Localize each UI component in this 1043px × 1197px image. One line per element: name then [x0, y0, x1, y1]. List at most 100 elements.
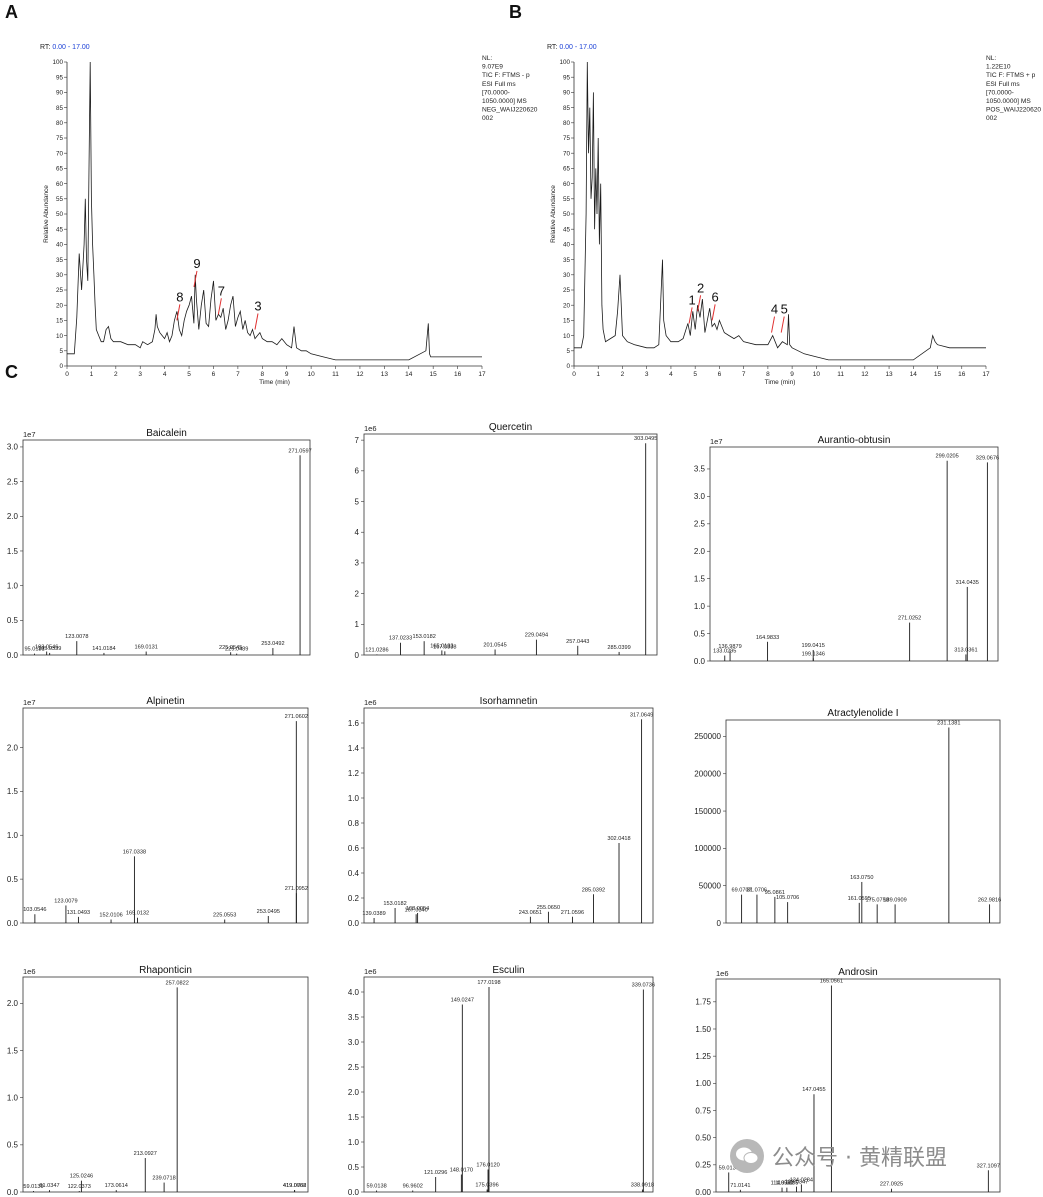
- y-tick-label: 1.6: [348, 719, 360, 728]
- info-line: POS_WAIJ220620: [986, 107, 1041, 114]
- peak-mz-label: 59.0139: [719, 1165, 739, 1171]
- peak-mz-label: 299.0205: [935, 454, 958, 460]
- peak-mz-label: 271.0597: [288, 448, 311, 454]
- spectrum-alpinetin: Alpinetin 1e7 0.0 0.5 1.0 1.5 2.0 103.0546 123.0…: [7, 696, 309, 928]
- peak-mz-label: 114.0560: [771, 1181, 794, 1187]
- info-line: [70.0000-: [482, 89, 510, 96]
- peak-mz-label: 243.0651: [519, 910, 542, 916]
- y-tick-label: 100000: [694, 844, 721, 853]
- peak-mz-label: 149.0247: [451, 998, 474, 1004]
- y-tick-label: 85: [56, 105, 64, 112]
- y-tick-label: 20: [56, 302, 64, 309]
- peak-mz-label: 231.1381: [937, 720, 960, 726]
- peak-mz-label: 103.0546: [23, 907, 46, 913]
- plot-frame: [22, 439, 311, 656]
- y-tick-label: 25: [56, 287, 64, 294]
- y-tick-label: 0.5: [7, 616, 19, 625]
- y-tick-label: 50: [563, 211, 571, 218]
- x-tick-label: 11: [332, 371, 339, 378]
- x-tick-label: 17: [982, 371, 990, 378]
- peak-mz-label: 271.0596: [561, 910, 584, 916]
- y-tick-label: 0.0: [348, 1188, 360, 1197]
- peak-mz-label: 125.0246: [70, 1174, 93, 1180]
- peak-mz-label: 257.0822: [165, 980, 188, 986]
- y-tick-label: 2.0: [694, 547, 706, 556]
- peak-marker: [193, 270, 198, 288]
- y-tick-label: 65: [56, 166, 64, 173]
- spectrum-title: Esculin: [492, 965, 524, 976]
- peak-mz-label: 177.0198: [477, 980, 500, 986]
- y-tick-label: 55: [56, 196, 64, 203]
- x-tick-label: 17: [478, 371, 486, 378]
- y-tick-label: 70: [563, 150, 571, 157]
- peak-mz-label: 229.0494: [525, 633, 548, 639]
- y-tick-label: 2.0: [7, 512, 19, 521]
- y-tick-label: 1.25: [695, 1052, 711, 1061]
- y-tick-label: 90: [563, 90, 571, 97]
- spectrum-title: Isorhamnetin: [480, 696, 538, 707]
- info-line: NL:: [482, 55, 492, 62]
- x-axis-label: Time (min): [765, 379, 796, 386]
- peak-mz-label: 105.0339: [38, 646, 61, 652]
- peak-mz-label: 152.0106: [99, 912, 122, 918]
- x-tick-label: 7: [742, 371, 746, 378]
- peak-mz-label: 141.0184: [92, 646, 115, 652]
- y-tick-label: 35: [563, 257, 571, 264]
- y-tick-label: 25: [563, 287, 571, 294]
- peak-mz-label: 153.0182: [383, 901, 406, 907]
- peak-mz-label: 271.0952: [285, 886, 308, 892]
- x-tick-label: 14: [910, 371, 918, 378]
- x-tick-label: 0: [65, 371, 69, 378]
- x-tick-label: 16: [454, 371, 462, 378]
- peak-mz-label: 327.1097: [977, 1163, 1000, 1169]
- y-tick-label: 65: [563, 166, 571, 173]
- info-line: TIC F: FTMS - p: [482, 72, 530, 79]
- peak-mz-label: 167.0340: [404, 907, 427, 913]
- y-tick-label: 1.0: [348, 794, 360, 803]
- peak-mz-label: 169.0131: [134, 645, 157, 651]
- y-tick-label: 60: [563, 181, 571, 188]
- tic-trace: [67, 61, 482, 361]
- peak-mz-label: 317.0649: [630, 712, 653, 718]
- peak-label-7: 7: [218, 283, 225, 298]
- peak-mz-label: 69.0707: [731, 888, 751, 894]
- peak-mz-label: 199.0415: [802, 643, 825, 649]
- spectrum-androsin: Androsin 1e6 0.00 0.25 0.50 0.75 1.00 1.25 1.50 1…: [695, 967, 1001, 1197]
- info-line: TIC F: FTMS + p: [986, 72, 1036, 79]
- x-tick-label: 4: [163, 371, 167, 378]
- peak-mz-label: 105.0706: [776, 895, 799, 901]
- info-line: ESI Full ms: [482, 81, 516, 88]
- x-tick-label: 5: [693, 371, 697, 378]
- peak-mz-label: 189.0909: [883, 897, 906, 903]
- peak-mz-label: 133.0295: [713, 649, 736, 655]
- y-tick-label: 75: [56, 135, 64, 142]
- peak-mz-label: 175.0750: [865, 897, 888, 903]
- y-tick-label: 45: [56, 226, 64, 233]
- y-exponent-label: 1e7: [710, 437, 723, 446]
- peak-mz-label: 163.0750: [850, 875, 873, 881]
- x-tick-label: 3: [645, 371, 649, 378]
- peak-mz-label: 303.0495: [634, 436, 657, 442]
- y-tick-label: 10: [56, 333, 64, 340]
- peak-marker: [711, 304, 716, 321]
- panel-label-c: C: [5, 362, 18, 382]
- x-tick-label: 6: [212, 371, 216, 378]
- y-tick-label: 1.0: [7, 581, 19, 590]
- y-tick-label: 4.0: [348, 988, 360, 997]
- peak-mz-label: 339.0736: [632, 983, 655, 989]
- y-tick-label: 3.0: [7, 443, 19, 452]
- x-tick-label: 5: [187, 371, 191, 378]
- y-tick-label: 250000: [694, 732, 721, 741]
- spectrum-title: Baicalein: [146, 428, 187, 439]
- y-tick-label: 1.5: [7, 1046, 19, 1055]
- info-line: 002: [482, 115, 493, 122]
- y-tick-label: 2.5: [7, 477, 19, 486]
- peak-marker: [217, 298, 222, 315]
- peak-mz-label: 121.0296: [424, 1170, 447, 1176]
- peak-mz-label: 338.0918: [631, 1183, 654, 1189]
- peak-label-4: 4: [771, 302, 778, 317]
- y-tick-label: 2: [355, 589, 360, 598]
- y-tick-label: 3.0: [694, 492, 706, 501]
